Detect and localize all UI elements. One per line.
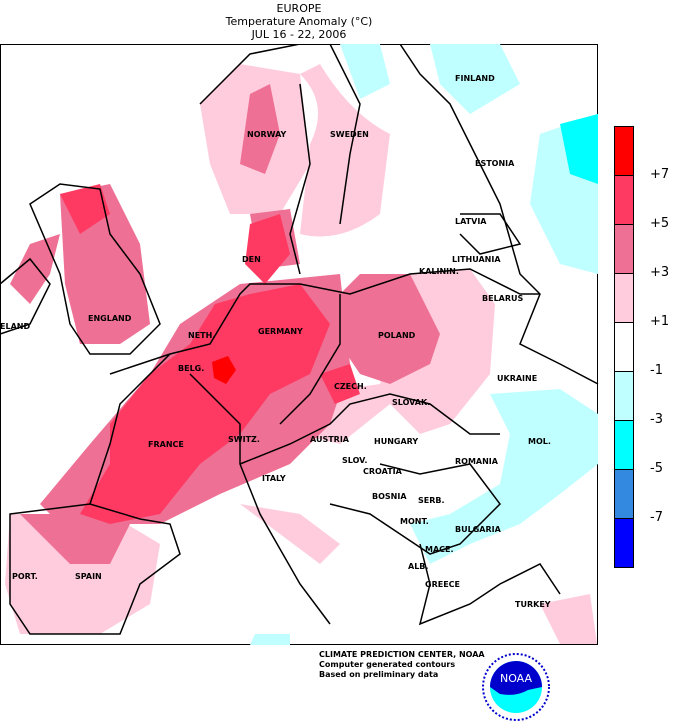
legend-bin (615, 519, 633, 567)
country-label: CZECH. (334, 382, 367, 391)
country-label: GERMANY (258, 327, 303, 336)
country-label: BELARUS (482, 294, 524, 303)
country-label: BULGARIA (455, 525, 502, 534)
country-label: TURKEY (515, 600, 551, 609)
legend-tick: +5 (650, 216, 670, 231)
legend-bin (615, 421, 633, 470)
country-label: KALININ. (419, 267, 459, 276)
country-label: ELAND (0, 322, 30, 331)
legend-tick: +3 (650, 265, 670, 280)
country-label: SWITZ. (228, 435, 260, 444)
legend-bin (615, 372, 633, 421)
country-label: PORT. (12, 572, 38, 581)
legend-bin (615, 470, 633, 519)
color-legend (614, 126, 634, 568)
country-label: ALB. (408, 562, 428, 571)
country-label: BOSNIA (372, 492, 407, 501)
country-label: GREECE (425, 580, 460, 589)
svg-text:NOAA: NOAA (500, 672, 533, 685)
country-label: POLAND (378, 331, 416, 340)
legend-tick: +7 (650, 167, 670, 182)
legend-bin (615, 274, 633, 323)
country-label: MOL. (528, 437, 551, 446)
country-label: ROMANIA (455, 457, 499, 466)
country-label: MACE. (425, 545, 454, 554)
legend-bin (615, 323, 633, 372)
credit-line: Based on preliminary data (319, 670, 439, 679)
country-label: CROATIA (363, 467, 403, 476)
country-label: SPAIN (75, 572, 102, 581)
legend-tick: -5 (650, 461, 663, 476)
country-label: SLOV. (342, 456, 367, 465)
country-label: LATVIA (455, 217, 487, 226)
legend-tick: -7 (650, 510, 663, 525)
map-dates: JUL 16 - 22, 2006 (251, 28, 347, 41)
country-label: NETH. (188, 331, 215, 340)
credit-line: Computer generated contours (319, 660, 456, 669)
country-label: HUNGARY (374, 437, 418, 446)
anomaly-map: FINLAND NORWAY SWEDEN ESTONIA LATVIA LIT… (0, 44, 599, 645)
legend-tick: +1 (650, 314, 670, 329)
country-borders (0, 44, 599, 635)
legend-bin (615, 225, 633, 274)
map-region-title: EUROPE (276, 2, 322, 15)
country-labels: FINLAND NORWAY SWEDEN ESTONIA LATVIA LIT… (0, 74, 551, 609)
legend-bin (615, 127, 633, 176)
country-label: MONT. (400, 517, 429, 526)
country-label: AUSTRIA (310, 435, 350, 444)
noaa-logo: NOAA (482, 653, 550, 721)
country-label: UKRAINE (497, 374, 537, 383)
country-label: SWEDEN (330, 130, 369, 139)
country-label: SLOVAK. (392, 398, 430, 407)
country-label: ENGLAND (88, 314, 132, 323)
country-label: NORWAY (247, 130, 287, 139)
anomaly-shading (5, 44, 598, 645)
country-label: ESTONIA (475, 159, 515, 168)
country-label: ITALY (262, 474, 286, 483)
legend-bin (615, 176, 633, 225)
country-label: FINLAND (455, 74, 495, 83)
country-label: LITHUANIA (452, 255, 501, 264)
credit-line: CLIMATE PREDICTION CENTER, NOAA (319, 650, 485, 659)
legend-tick: -3 (650, 412, 663, 427)
map-title: Temperature Anomaly (°C) (225, 15, 373, 28)
country-label: DEN (242, 255, 261, 264)
legend-tick: -1 (650, 363, 663, 378)
country-label: BELG. (178, 364, 204, 373)
country-label: FRANCE (148, 440, 184, 449)
country-label: SERB. (418, 496, 445, 505)
